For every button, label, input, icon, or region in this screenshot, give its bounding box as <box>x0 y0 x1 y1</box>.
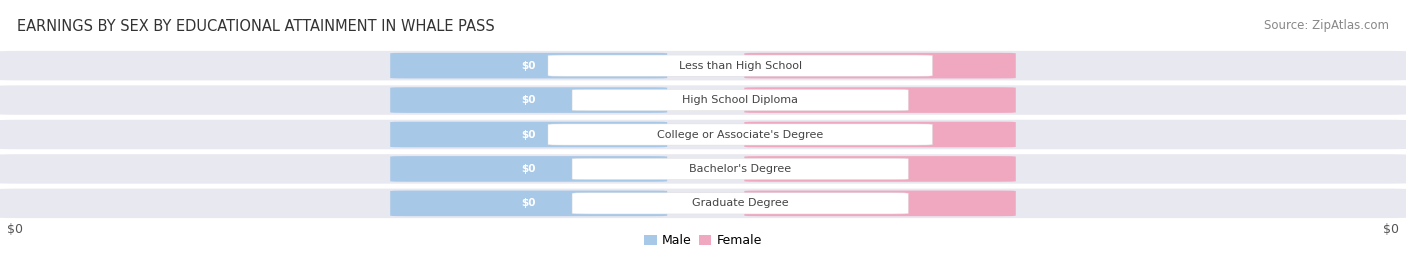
Text: $0: $0 <box>873 61 887 71</box>
FancyBboxPatch shape <box>0 120 1406 149</box>
FancyBboxPatch shape <box>744 53 1015 79</box>
Text: $0: $0 <box>873 129 887 140</box>
FancyBboxPatch shape <box>744 122 1015 147</box>
Text: $0: $0 <box>873 164 887 174</box>
FancyBboxPatch shape <box>572 193 908 214</box>
FancyBboxPatch shape <box>744 156 1015 182</box>
Text: $0: $0 <box>522 164 536 174</box>
FancyBboxPatch shape <box>391 156 668 182</box>
Text: High School Diploma: High School Diploma <box>682 95 799 105</box>
FancyBboxPatch shape <box>391 87 668 113</box>
FancyBboxPatch shape <box>391 122 668 147</box>
Text: Source: ZipAtlas.com: Source: ZipAtlas.com <box>1264 19 1389 32</box>
FancyBboxPatch shape <box>0 51 1406 80</box>
FancyBboxPatch shape <box>548 124 932 145</box>
FancyBboxPatch shape <box>572 90 908 111</box>
Legend: Male, Female: Male, Female <box>640 229 766 252</box>
FancyBboxPatch shape <box>391 190 668 216</box>
FancyBboxPatch shape <box>0 154 1406 184</box>
Text: Graduate Degree: Graduate Degree <box>692 198 789 208</box>
FancyBboxPatch shape <box>391 53 668 79</box>
FancyBboxPatch shape <box>548 55 932 76</box>
Text: $0: $0 <box>522 95 536 105</box>
Text: Less than High School: Less than High School <box>679 61 801 71</box>
Text: $0: $0 <box>522 129 536 140</box>
Text: $0: $0 <box>522 198 536 208</box>
Text: $0: $0 <box>522 61 536 71</box>
Text: $0: $0 <box>1384 223 1399 236</box>
Text: EARNINGS BY SEX BY EDUCATIONAL ATTAINMENT IN WHALE PASS: EARNINGS BY SEX BY EDUCATIONAL ATTAINMEN… <box>17 19 495 34</box>
Text: $0: $0 <box>873 95 887 105</box>
Text: Bachelor's Degree: Bachelor's Degree <box>689 164 792 174</box>
Text: $0: $0 <box>7 223 22 236</box>
FancyBboxPatch shape <box>572 158 908 179</box>
FancyBboxPatch shape <box>0 85 1406 115</box>
FancyBboxPatch shape <box>744 190 1015 216</box>
FancyBboxPatch shape <box>744 87 1015 113</box>
Text: College or Associate's Degree: College or Associate's Degree <box>657 129 824 140</box>
Text: $0: $0 <box>873 198 887 208</box>
FancyBboxPatch shape <box>0 189 1406 218</box>
